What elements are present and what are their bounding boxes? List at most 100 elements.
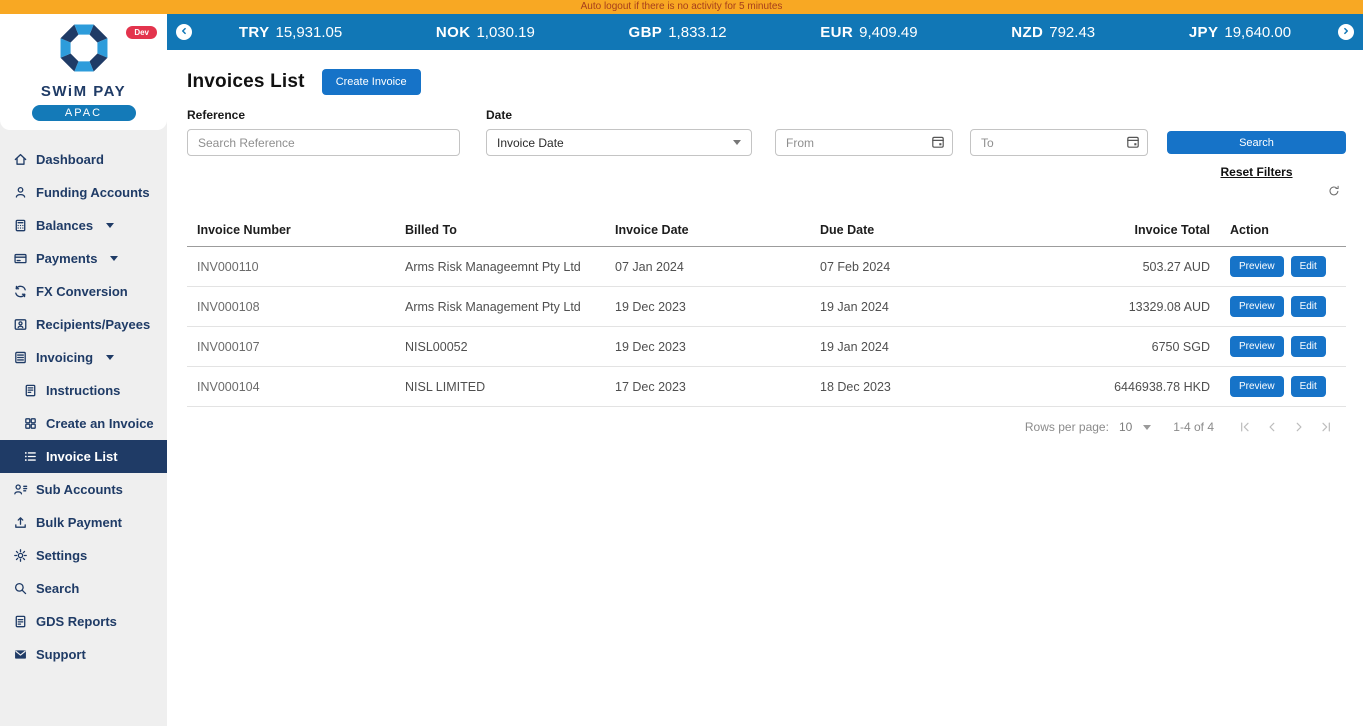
sub-accounts-icon [12, 482, 28, 498]
preview-button[interactable]: Preview [1230, 256, 1284, 277]
sidebar-item-label: Funding Accounts [36, 185, 150, 200]
table-row: INV000108 Arms Risk Management Pty Ltd 1… [187, 286, 1346, 327]
col-invoice-date: Invoice Date [605, 215, 810, 247]
sidebar-item-sub-accounts[interactable]: Sub Accounts [0, 473, 167, 506]
sidebar-item-dashboard[interactable]: Dashboard [0, 143, 167, 176]
chevron-down-icon [106, 223, 115, 228]
sidebar-item-instructions[interactable]: Instructions [0, 374, 167, 407]
sidebar-item-label: Recipients/Payees [36, 317, 151, 332]
first-page-button[interactable] [1238, 420, 1252, 434]
last-page-button[interactable] [1319, 420, 1333, 434]
sidebar-item-balances[interactable]: Balances [0, 209, 167, 242]
gear-icon [12, 548, 28, 564]
mail-icon [12, 647, 28, 663]
col-invoice-total: Invoice Total [1040, 215, 1220, 247]
sidebar-item-create-an-invoice[interactable]: Create an Invoice [0, 407, 167, 440]
search-icon [12, 581, 28, 597]
currency-code: EUR [820, 23, 854, 41]
preview-button[interactable]: Preview [1230, 296, 1284, 317]
reference-label: Reference [187, 108, 246, 122]
currency-code: NOK [435, 23, 471, 41]
chevron-left-icon [179, 23, 189, 41]
currency-code: NZD [1011, 23, 1044, 41]
due-date-cell: 19 Jan 2024 [810, 326, 1040, 367]
billed-to-cell: Arms Risk Management Pty Ltd [395, 286, 605, 327]
brand-block: Dev SWiM PAY APAC [0, 14, 167, 130]
refresh-icon[interactable] [1327, 185, 1341, 202]
search-button[interactable]: Search [1167, 131, 1346, 154]
invoice-date-cell: 19 Dec 2023 [605, 286, 810, 327]
sidebar-item-recipients-payees[interactable]: Recipients/Payees [0, 308, 167, 341]
auto-logout-banner: Auto logout if there is no activity for … [0, 0, 1363, 14]
swimpay-logo-icon [55, 19, 113, 82]
rows-per-page-label: Rows per page: [1024, 420, 1109, 434]
edit-button[interactable]: Edit [1290, 376, 1326, 397]
create-invoice-button[interactable]: Create Invoice [321, 69, 421, 95]
sidebar-item-payments[interactable]: Payments [0, 242, 167, 275]
ticker-currency: NZD 792.43 [1011, 24, 1095, 41]
sidebar-item-label: Balances [36, 218, 94, 233]
currency-value: 15,931.05 [275, 23, 343, 41]
currency-value: 792.43 [1049, 23, 1096, 41]
date-type-select[interactable]: Invoice Date [486, 129, 752, 156]
sidebar-item-settings[interactable]: Settings [0, 539, 167, 572]
sidebar-item-bulk-payment[interactable]: Bulk Payment [0, 506, 167, 539]
sidebar-item-label: Search [36, 581, 80, 596]
upload-icon [12, 515, 28, 531]
rows-per-page-select[interactable]: 10 [1119, 420, 1152, 434]
person-icon [12, 185, 28, 201]
preview-button[interactable]: Preview [1230, 376, 1284, 397]
main-area: TRY 15,931.05 NOK 1,030.19 GBP 1,833.12 EUR… [167, 14, 1363, 726]
sidebar-item-invoicing[interactable]: Invoicing [0, 341, 167, 374]
sidebar-item-label: Instructions [46, 383, 121, 398]
currency-code: GBP [628, 23, 663, 41]
preview-button[interactable]: Preview [1230, 336, 1284, 357]
search-reference-input[interactable] [187, 129, 460, 156]
sidebar-item-fx-conversion[interactable]: FX Conversion [0, 275, 167, 308]
fx-rate-ticker: TRY 15,931.05 NOK 1,030.19 GBP 1,833.12 EUR… [167, 14, 1363, 50]
next-page-button[interactable] [1292, 420, 1306, 434]
brand-name: SWiM PAY [40, 83, 127, 100]
sidebar-item-search[interactable]: Search [0, 572, 167, 605]
due-date-cell: 18 Dec 2023 [810, 366, 1040, 407]
invoice-total-cell: 13329.08 AUD [1040, 286, 1220, 327]
billed-to-cell: NISL00052 [395, 326, 605, 367]
ticker-prev-button[interactable] [176, 24, 192, 40]
reset-filters-link[interactable]: Reset Filters [1220, 165, 1293, 179]
auto-logout-text: Auto logout if there is no activity for … [580, 1, 783, 12]
app-frame: Dev SWiM PAY APAC Dashboard [0, 14, 1363, 726]
sidebar-item-funding-accounts[interactable]: Funding Accounts [0, 176, 167, 209]
invoice-date-cell: 17 Dec 2023 [605, 366, 810, 407]
sidebar-nav: Dashboard Funding Accounts Balances Paym… [0, 130, 167, 671]
prev-page-button[interactable] [1265, 420, 1279, 434]
ticker-items: TRY 15,931.05 NOK 1,030.19 GBP 1,833.12 EUR… [192, 24, 1338, 41]
ticker-currency: EUR 9,409.49 [820, 24, 917, 41]
edit-button[interactable]: Edit [1290, 296, 1326, 317]
date-from-input[interactable] [775, 129, 953, 156]
pagination-bar: Rows per page: 10 1-4 of 4 [187, 420, 1346, 434]
invoice-date-cell: 07 Jan 2024 [605, 246, 810, 287]
sidebar: Dev SWiM PAY APAC Dashboard [0, 14, 167, 726]
sidebar-item-label: Settings [36, 548, 88, 563]
region-pill: APAC [31, 105, 136, 121]
ticker-currency: TRY 15,931.05 [239, 24, 342, 41]
invoice-total-cell: 503.27 AUD [1040, 246, 1220, 287]
ticker-next-button[interactable] [1338, 24, 1354, 40]
sidebar-item-gds-reports[interactable]: GDS Reports [0, 605, 167, 638]
sidebar-item-label: FX Conversion [36, 284, 128, 299]
dev-environment-badge: Dev [126, 26, 157, 39]
edit-button[interactable]: Edit [1290, 336, 1326, 357]
col-due-date: Due Date [810, 215, 1040, 247]
due-date-cell: 07 Feb 2024 [810, 246, 1040, 287]
sidebar-item-invoice-list[interactable]: Invoice List [0, 440, 167, 473]
invoice-total-cell: 6750 SGD [1040, 326, 1220, 367]
date-to-input[interactable] [970, 129, 1148, 156]
sidebar-item-support[interactable]: Support [0, 638, 167, 671]
invoices-table: Invoice Number Billed To Invoice Date Du… [187, 215, 1346, 407]
pagination-range: 1-4 of 4 [1173, 420, 1214, 434]
due-date-cell: 19 Jan 2024 [810, 286, 1040, 327]
currency-code: JPY [1188, 23, 1219, 41]
filters-bar: Reference Date Invoice Date [187, 108, 1346, 200]
edit-button[interactable]: Edit [1290, 256, 1326, 277]
chevron-down-icon [106, 355, 115, 360]
